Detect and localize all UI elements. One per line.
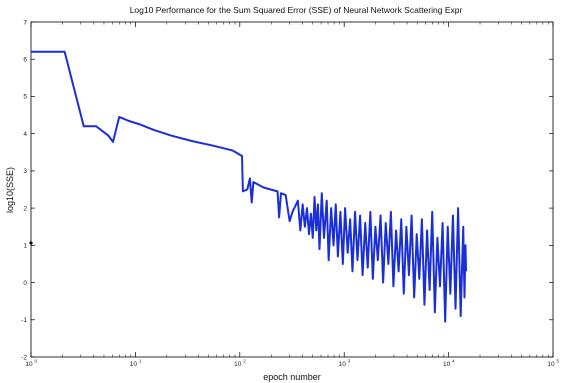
y-tick-label: 7 [23, 19, 27, 26]
x-tick-label: 10 [234, 361, 242, 368]
y-axis-label: log10(SSE) [5, 167, 15, 213]
origin-marker [29, 241, 33, 245]
x-tick-label: 10 [130, 361, 138, 368]
x-tick-exponent: 4 [452, 359, 455, 364]
y-tick-label: 5 [23, 94, 27, 101]
x-tick-exponent: 1 [139, 359, 142, 364]
chart-title: Log10 Performance for the Sum Squared Er… [130, 5, 463, 15]
y-tick-label: -2 [21, 354, 27, 361]
x-tick-label: 10 [547, 361, 555, 368]
x-axis-label: epoch number [263, 372, 321, 382]
x-tick-label: 10 [25, 361, 33, 368]
x-tick-exponent: 2 [243, 359, 246, 364]
x-tick-exponent: 5 [557, 359, 560, 364]
y-tick-label: 6 [23, 57, 27, 64]
y-tick-label: 0 [23, 280, 27, 287]
y-tick-label: -1 [21, 317, 27, 324]
y-tick-label: 1 [23, 243, 27, 250]
y-tick-label: 3 [23, 168, 27, 175]
x-tick-exponent: 0 [35, 359, 38, 364]
x-tick-label: 10 [443, 361, 451, 368]
x-tick-exponent: 3 [348, 359, 351, 364]
plot-frame [30, 21, 554, 358]
y-tick-label: 2 [23, 205, 27, 212]
x-tick-label: 10 [339, 361, 347, 368]
y-tick-label: 4 [23, 131, 27, 138]
series-line [31, 50, 468, 323]
